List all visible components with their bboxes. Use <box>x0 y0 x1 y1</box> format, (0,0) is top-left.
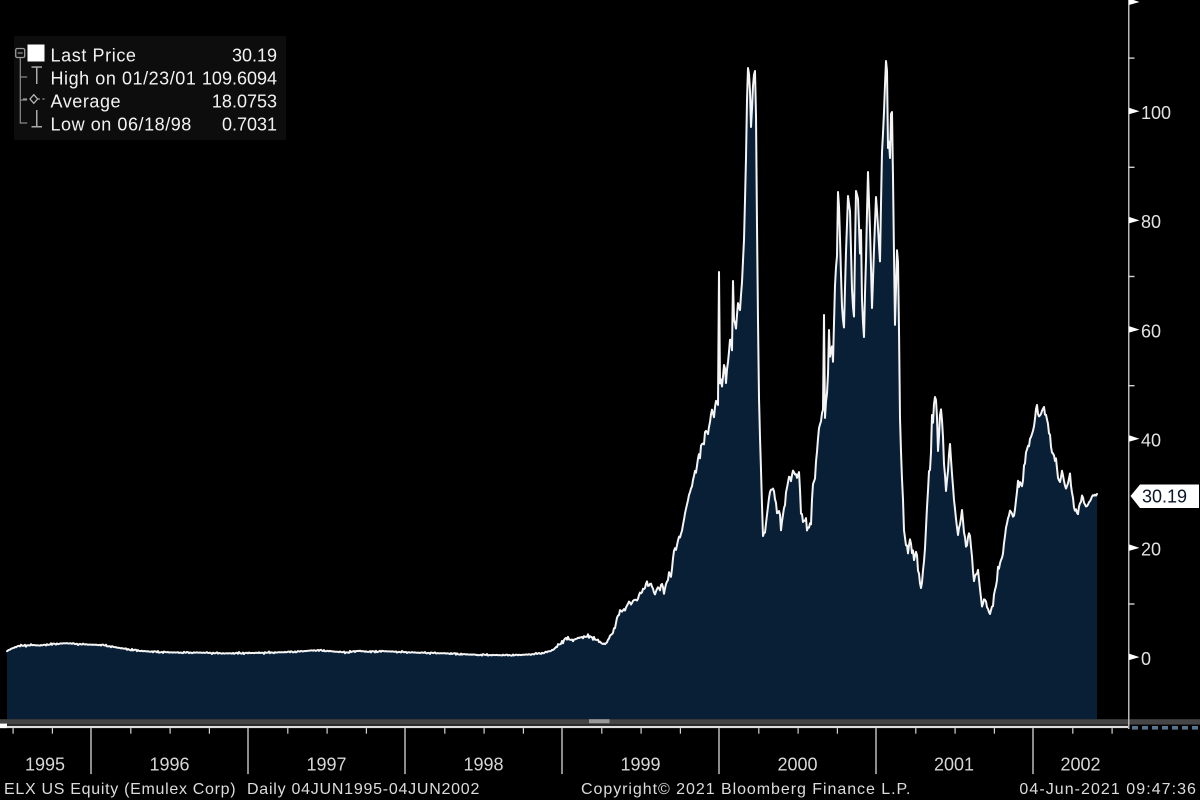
svg-text:Copyright© 2021 Bloomberg Fina: Copyright© 2021 Bloomberg Finance L.P. <box>581 781 911 798</box>
svg-text:1998: 1998 <box>463 755 503 775</box>
svg-text:20: 20 <box>1141 540 1161 560</box>
svg-text:100: 100 <box>1141 103 1171 123</box>
svg-text:40: 40 <box>1141 431 1161 451</box>
svg-text:109.6094: 109.6094 <box>202 69 277 89</box>
svg-text:30.19: 30.19 <box>232 46 277 66</box>
svg-text:80: 80 <box>1141 212 1161 232</box>
svg-text:1999: 1999 <box>620 755 660 775</box>
svg-text:High on 01/23/01: High on 01/23/01 <box>51 69 197 89</box>
svg-text:Last Price: Last Price <box>51 46 137 66</box>
svg-text:2002: 2002 <box>1060 755 1100 775</box>
svg-text:ELX US Equity (Emulex Corp): ELX US Equity (Emulex Corp) <box>4 781 236 798</box>
svg-text:Average: Average <box>51 92 122 112</box>
svg-text:0.7031: 0.7031 <box>222 115 277 135</box>
svg-text:30.19: 30.19 <box>1142 487 1187 507</box>
svg-text:1995: 1995 <box>25 755 65 775</box>
svg-text:2000: 2000 <box>777 755 817 775</box>
svg-text:Daily 04JUN1995-04JUN2002: Daily 04JUN1995-04JUN2002 <box>247 781 480 798</box>
svg-text:2001: 2001 <box>934 755 974 775</box>
svg-text:04-Jun-2021 09:47:36: 04-Jun-2021 09:47:36 <box>1019 781 1197 798</box>
svg-text:Low on 06/18/98: Low on 06/18/98 <box>51 115 192 135</box>
svg-text:1996: 1996 <box>149 755 189 775</box>
svg-text:60: 60 <box>1141 321 1161 341</box>
svg-text:1997: 1997 <box>306 755 346 775</box>
svg-text:18.0753: 18.0753 <box>212 92 277 112</box>
svg-text:0: 0 <box>1141 649 1151 669</box>
